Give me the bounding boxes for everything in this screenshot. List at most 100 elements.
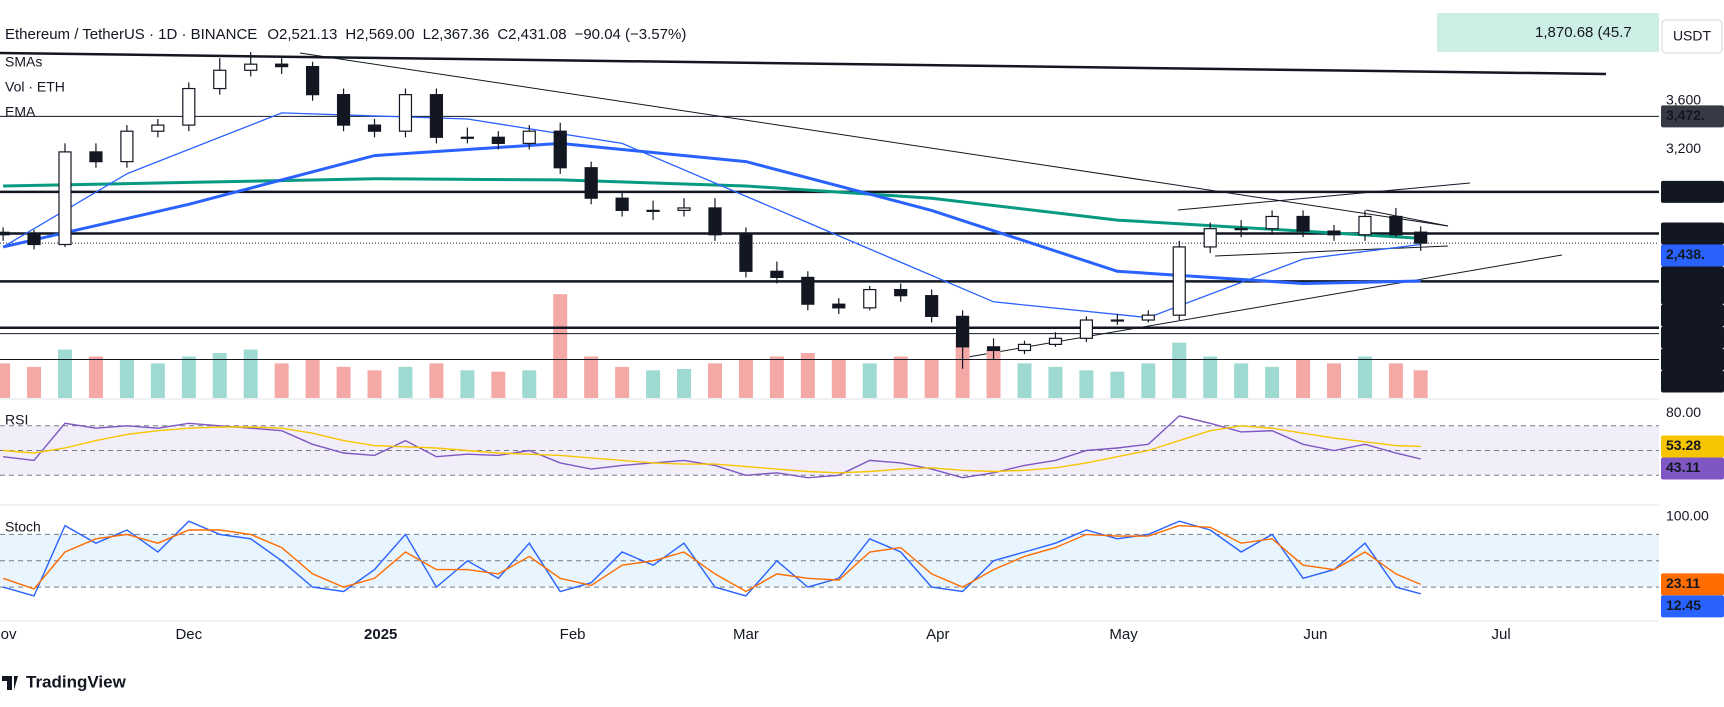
candle-body xyxy=(1079,319,1093,339)
candle-body xyxy=(894,288,908,297)
price-label: 2,438. xyxy=(1666,246,1705,262)
candle-body xyxy=(1296,215,1310,232)
candle-body xyxy=(429,94,444,138)
indicator-line xyxy=(3,425,1421,474)
x-tick-label: Mar xyxy=(733,626,759,643)
candle-body xyxy=(832,303,846,309)
candle-body xyxy=(708,207,722,236)
volume-bar xyxy=(1048,366,1063,398)
volume-bar xyxy=(1413,370,1428,398)
volume-bar xyxy=(243,349,258,398)
candle-body xyxy=(306,66,320,96)
candle-body xyxy=(151,124,165,132)
brand-logo xyxy=(2,676,18,690)
x-tick-label: Feb xyxy=(560,626,586,643)
candle-body xyxy=(1017,343,1032,352)
volume-bar xyxy=(336,366,351,398)
trend-line xyxy=(1214,245,1449,257)
volume-bar xyxy=(0,363,11,398)
candle-body xyxy=(925,295,939,317)
trend-line xyxy=(967,254,1563,358)
volume-bar xyxy=(1110,371,1125,398)
volume-bar xyxy=(429,363,444,398)
volume-bar xyxy=(986,349,1001,398)
candle-body xyxy=(1265,215,1279,230)
volume-bar xyxy=(1172,342,1187,398)
candle-body xyxy=(584,167,598,199)
candle-body xyxy=(89,151,103,163)
volume-bar xyxy=(1327,363,1342,398)
volume-bar xyxy=(831,359,846,398)
measure-box xyxy=(1437,13,1659,52)
trend-line xyxy=(1365,209,1449,227)
price-label: 3,472. xyxy=(1666,107,1705,123)
volume-bar xyxy=(150,363,165,398)
volume-bar xyxy=(862,363,877,398)
candle-body xyxy=(0,231,10,236)
price-label-box xyxy=(1661,105,1724,128)
indicator-line xyxy=(2,524,1421,593)
candle-body xyxy=(1234,228,1248,231)
volume-bar xyxy=(677,368,692,398)
volume-bar xyxy=(27,366,42,398)
volume-bar xyxy=(181,356,196,398)
candle-body xyxy=(460,136,474,139)
trend-line xyxy=(0,51,1607,76)
candle-body xyxy=(1327,230,1341,236)
price-label-box xyxy=(1661,370,1724,393)
volume-bar xyxy=(305,359,320,398)
candle-body xyxy=(770,270,784,278)
candle-body xyxy=(986,346,1001,352)
currency-label: USDT xyxy=(1673,28,1712,44)
price-label-box xyxy=(1661,457,1724,480)
trend-lines xyxy=(0,51,1607,358)
volume-bar xyxy=(274,363,289,398)
candle-body xyxy=(1172,246,1186,316)
candle-body xyxy=(739,234,753,272)
candle-body xyxy=(1358,215,1372,236)
volume-bar xyxy=(1296,359,1311,398)
measure-label: 1,870.68 (45.7 xyxy=(1535,24,1632,41)
volume-bar xyxy=(893,356,908,398)
x-tick-label: Dec xyxy=(175,626,202,643)
ohlc-value: C2,431.08 xyxy=(497,26,566,43)
legend-item: SMAs xyxy=(5,54,42,70)
legend-item: Vol · ETH xyxy=(5,79,65,95)
price-label-box xyxy=(1661,266,1724,305)
x-tick-label: Nov xyxy=(0,626,17,643)
candle-body xyxy=(213,69,227,90)
price-label-box xyxy=(1661,435,1724,458)
price-label-box xyxy=(1661,573,1724,596)
volume-bar xyxy=(615,366,630,398)
candle-body xyxy=(863,288,877,309)
volume-bar xyxy=(57,349,72,398)
volume-bar xyxy=(553,294,568,398)
price-label: 1,688. xyxy=(1666,350,1705,366)
candle-body xyxy=(182,87,196,126)
price-label: 23.11 xyxy=(1666,575,1700,591)
y-tick-label: 100.00 xyxy=(1666,507,1709,523)
candle-body xyxy=(120,130,134,163)
pane-title: RSI xyxy=(5,412,28,428)
candle-body xyxy=(275,63,289,68)
legend-item: EMA xyxy=(5,104,36,120)
trend-line xyxy=(1177,182,1471,211)
volume-bar xyxy=(769,356,784,398)
candle-body xyxy=(677,207,691,211)
x-tick-label: Apr xyxy=(926,626,949,643)
volume-bar xyxy=(1265,366,1280,398)
volume-bar xyxy=(738,359,753,398)
x-tick-label: Jul xyxy=(1492,626,1511,643)
price-label-box xyxy=(1661,180,1724,203)
price-label-box xyxy=(1661,326,1724,349)
currency-button[interactable] xyxy=(1661,19,1723,54)
candle-body xyxy=(1141,314,1155,321)
candle-body xyxy=(801,276,815,305)
candle-body xyxy=(27,234,41,246)
candle-body xyxy=(1203,228,1217,248)
symbol-title: Ethereum / TetherUS · 1D · BINANCE xyxy=(5,26,257,43)
candle-body xyxy=(244,63,258,71)
trend-line xyxy=(299,52,1449,227)
